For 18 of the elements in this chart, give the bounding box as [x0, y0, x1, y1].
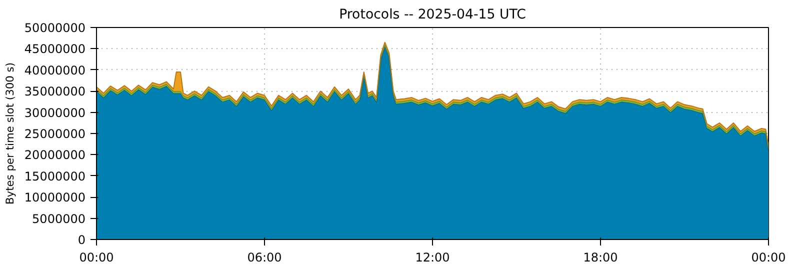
y-tick-label: 20000000 [24, 148, 86, 162]
y-tick-label: 35000000 [24, 84, 86, 99]
y-tick-label: 40000000 [24, 63, 86, 78]
x-tick-label: 00:00 [751, 250, 786, 264]
y-tick-label: 30000000 [24, 106, 86, 120]
y-tick-label: 10000000 [24, 190, 86, 205]
y-tick-label: 25000000 [24, 127, 86, 141]
y-tick-label: 5000000 [32, 212, 86, 226]
y-tick-label: 0 [78, 233, 86, 247]
y-axis-title: Bytes per time slot (300 s) [3, 62, 16, 205]
y-tick-label: 15000000 [24, 169, 86, 184]
y-tick-label: 45000000 [24, 42, 86, 56]
chart-title: Protocols -- 2025-04-15 UTC [339, 8, 526, 22]
x-tick-label: 12:00 [415, 250, 450, 264]
x-tick-label: 18:00 [583, 250, 618, 264]
x-tick-label: 06:00 [247, 250, 282, 264]
y-tick-label: 50000000 [24, 21, 86, 35]
x-tick-label: 00:00 [79, 250, 114, 264]
